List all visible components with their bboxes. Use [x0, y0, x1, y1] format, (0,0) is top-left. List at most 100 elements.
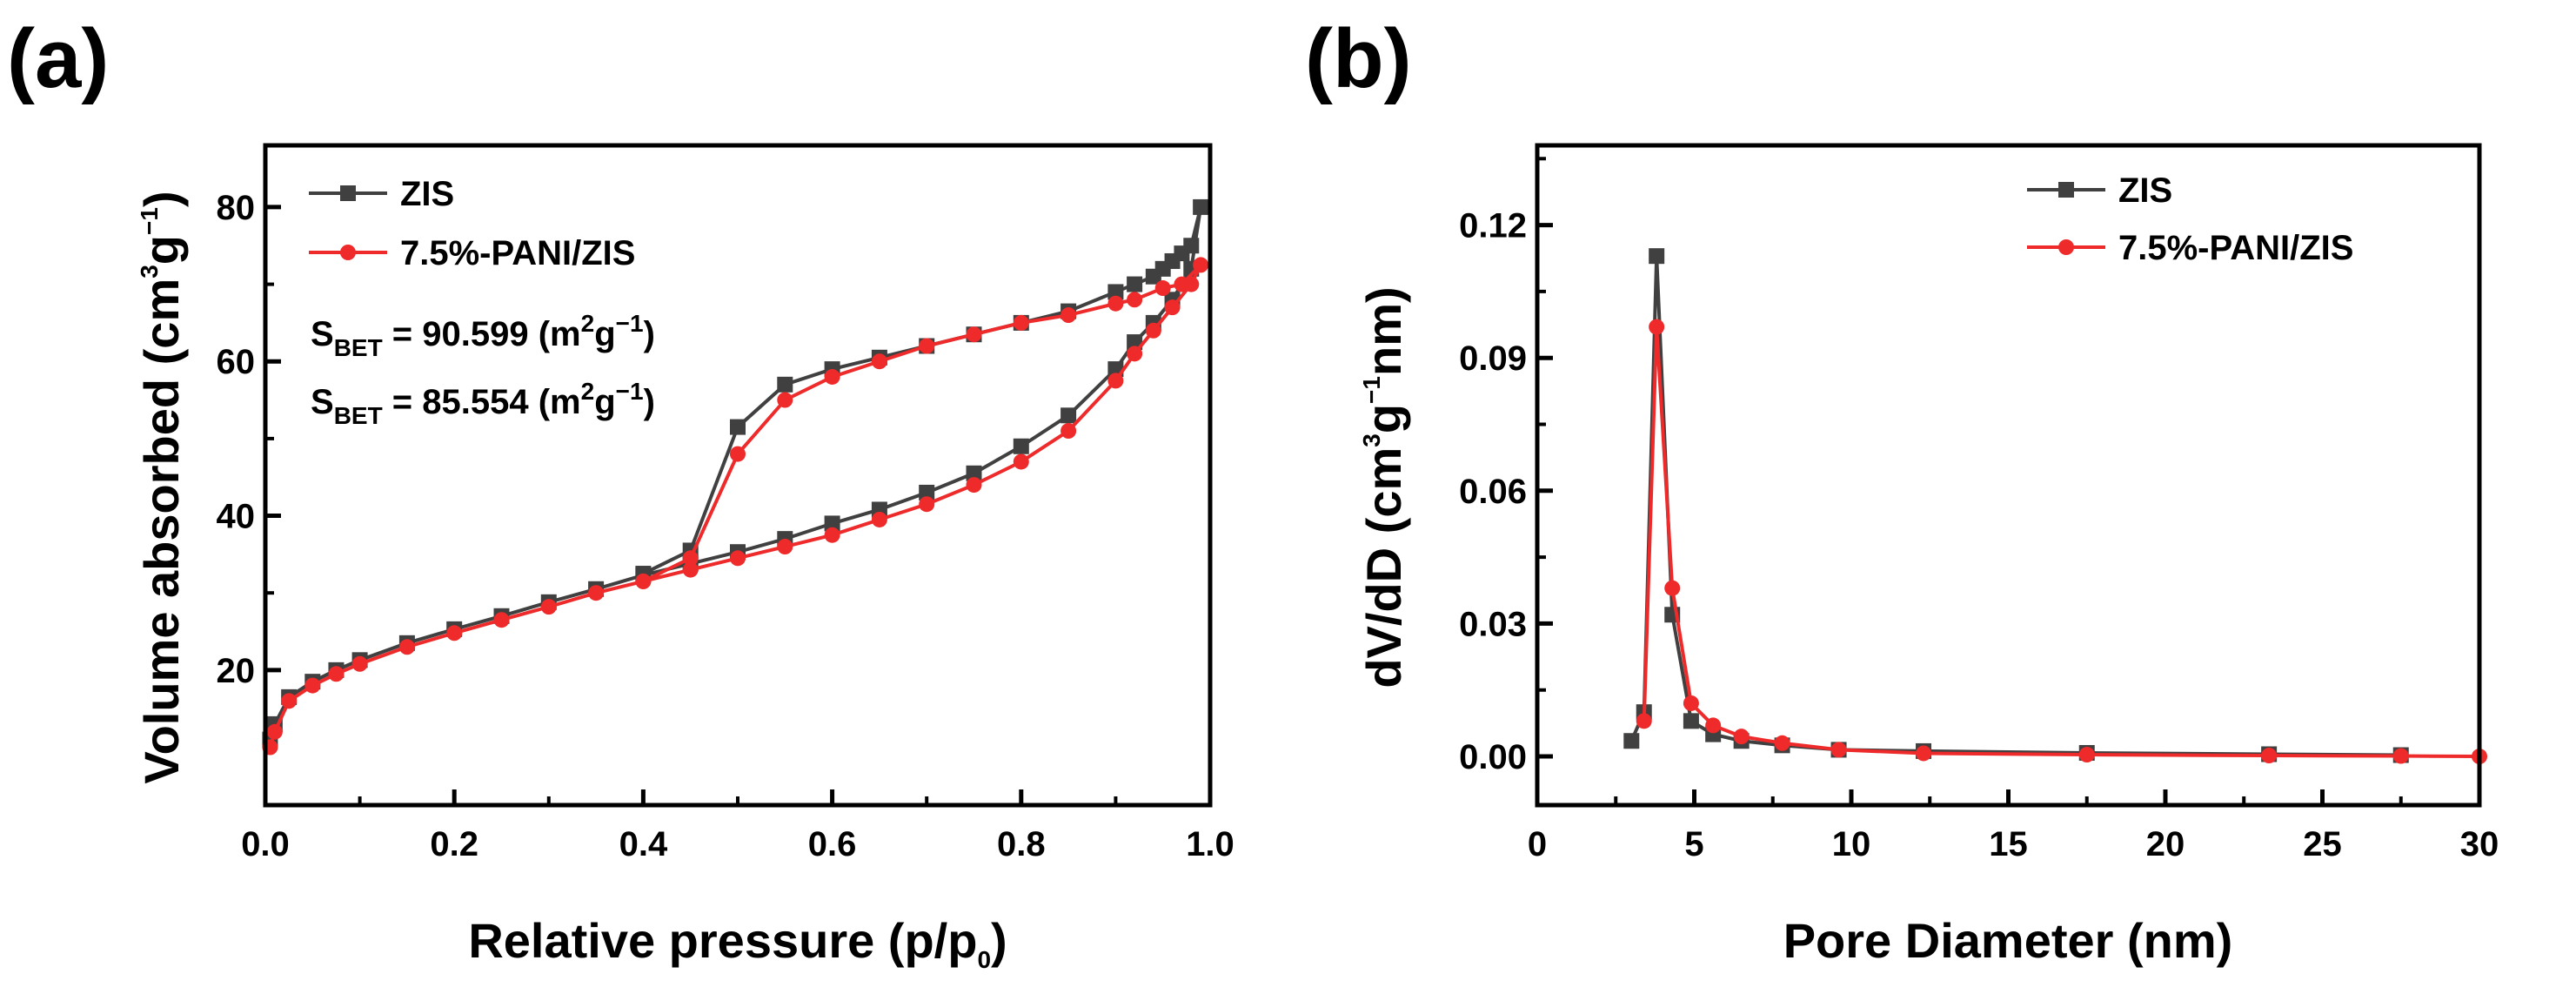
data-point-square: [1013, 438, 1029, 454]
y-tick-label: 60: [217, 343, 256, 381]
x-tick-label: 0.2: [430, 825, 478, 863]
y-tick-label: 0.03: [1459, 605, 1527, 643]
data-point-circle: [266, 723, 283, 740]
data-point-circle: [1164, 299, 1181, 316]
data-point-circle: [1733, 729, 1750, 745]
legend-label-pani-zis: 7.5%-PANI/ZIS: [400, 234, 635, 272]
data-point-circle: [1061, 423, 1077, 440]
data-point-circle: [682, 561, 699, 578]
legend-label-pani-zis: 7.5%-PANI/ZIS: [2118, 229, 2353, 267]
x-axis-title: Pore Diameter (nm): [1783, 913, 2233, 968]
data-point-circle: [1107, 373, 1124, 389]
y-tick-label: 0.06: [1459, 473, 1527, 511]
data-point-circle: [1013, 314, 1029, 331]
data-point-circle: [1916, 745, 1932, 762]
legend-marker-square: [340, 185, 356, 201]
x-tick-label: 1.0: [1186, 825, 1234, 863]
annotation-sbet-zis: SBET = 90.599 (m2g−1): [311, 310, 655, 361]
data-point-square: [730, 419, 746, 435]
annotation-sbet-pani-zis: SBET = 85.554 (m2g−1): [311, 378, 655, 429]
data-point-circle: [1664, 580, 1681, 596]
y-axis-title: Volume absorbed (cm3g−1): [134, 191, 189, 783]
x-tick-label: 0.6: [808, 825, 857, 863]
data-point-circle: [635, 573, 652, 589]
data-point-circle: [328, 666, 345, 682]
data-point-circle: [1830, 742, 1847, 758]
x-tick-label: 15: [1989, 825, 2028, 863]
data-point-circle: [824, 527, 840, 543]
data-point-circle: [871, 511, 887, 527]
data-point-circle: [1061, 307, 1077, 324]
data-point-square: [1127, 334, 1143, 351]
data-point-circle: [588, 585, 605, 601]
data-point-circle: [2261, 748, 2278, 764]
data-point-circle: [919, 496, 935, 513]
data-point-square: [919, 484, 935, 500]
y-tick-label: 0.09: [1459, 339, 1527, 378]
data-point-circle: [1154, 280, 1171, 297]
data-point-circle: [1107, 295, 1124, 312]
data-point-circle: [730, 446, 746, 462]
legend-marker-circle: [340, 245, 356, 260]
data-point-circle: [966, 326, 982, 343]
data-point-square: [1061, 407, 1077, 424]
y-tick-label: 40: [217, 498, 256, 536]
y-tick-label: 0.12: [1459, 207, 1527, 245]
x-tick-label: 0.4: [619, 825, 668, 863]
x-tick-label: 0.8: [997, 825, 1046, 863]
isotherm-marks: 0.0 0.2 0.4 0.6 0.8 1.0 20 40 60 80: [217, 189, 1234, 863]
x-tick-label: 20: [2146, 825, 2185, 863]
plot-frame: [1535, 143, 2482, 808]
data-point-circle: [446, 625, 463, 641]
data-point-circle: [1013, 453, 1029, 470]
data-point-square: [777, 376, 793, 393]
data-point-square: [1193, 198, 1209, 215]
legend-label-zis: ZIS: [400, 175, 454, 213]
y-axis-title: dV/dD (cm3g−1nm): [1356, 286, 1411, 688]
legend-label-zis: ZIS: [2118, 171, 2172, 210]
data-point-square: [966, 465, 982, 481]
data-point-square: [824, 515, 840, 532]
legend: ZIS 7.5%-PANI/ZIS: [2027, 171, 2353, 267]
data-point-circle: [966, 477, 982, 494]
pore-size-chart: 0 5 10 15 20 25 30 0.00 0.03 0.06 0.09 0.12 Pore Di…: [1356, 143, 2499, 968]
data-point-circle: [1705, 717, 1722, 734]
data-point-square: [1623, 733, 1640, 749]
y-tick-label: 80: [217, 189, 256, 227]
x-tick-label: 0.0: [241, 825, 290, 863]
data-point-circle: [351, 655, 368, 672]
data-point-circle: [1127, 346, 1143, 362]
series-line-0: [1629, 256, 2401, 757]
data-point-circle: [1636, 713, 1652, 729]
panel-label-b: (b): [1305, 12, 1412, 105]
data-point-circle: [2078, 747, 2095, 763]
data-point-circle: [777, 392, 793, 408]
data-point-circle: [1193, 257, 1209, 273]
data-point-square: [1683, 713, 1699, 729]
data-point-circle: [871, 353, 887, 370]
data-point-circle: [919, 338, 935, 354]
data-point-circle: [777, 539, 793, 555]
legend-marker-circle: [2058, 239, 2074, 255]
data-point-circle: [730, 550, 746, 567]
y-tick-label: 0.00: [1459, 738, 1527, 776]
x-tick-label: 0: [1528, 825, 1547, 863]
legend-marker-square: [2058, 182, 2074, 198]
data-point-circle: [1649, 319, 1665, 335]
data-point-circle: [281, 693, 298, 709]
panel-label-a: (a): [7, 12, 109, 105]
data-point-circle: [1174, 276, 1190, 292]
data-point-circle: [1145, 322, 1161, 339]
x-tick-label: 25: [2303, 825, 2342, 863]
data-point-circle: [398, 639, 415, 655]
data-point-circle: [540, 599, 557, 615]
data-point-circle: [682, 550, 699, 567]
data-point-circle: [824, 368, 840, 385]
series-line-1: [1642, 326, 2480, 759]
data-point-square: [1107, 284, 1124, 300]
series-line-0: [268, 206, 1203, 741]
isotherm-chart: 0.0 0.2 0.4 0.6 0.8 1.0 20 40 60 80 Relative pres…: [134, 143, 1234, 973]
y-tick-label: 20: [217, 652, 256, 690]
data-point-circle: [1127, 292, 1143, 308]
